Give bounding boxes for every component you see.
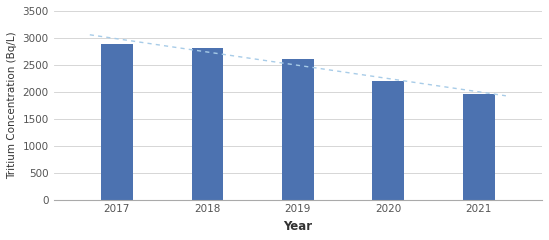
Bar [282, 60, 313, 200]
Bar [372, 81, 404, 200]
Bar [192, 48, 223, 200]
Bar [463, 94, 495, 200]
Y-axis label: Tritium Concentration (Bq/L): Tritium Concentration (Bq/L) [7, 31, 17, 179]
X-axis label: Year: Year [283, 220, 312, 233]
Bar [101, 44, 133, 200]
